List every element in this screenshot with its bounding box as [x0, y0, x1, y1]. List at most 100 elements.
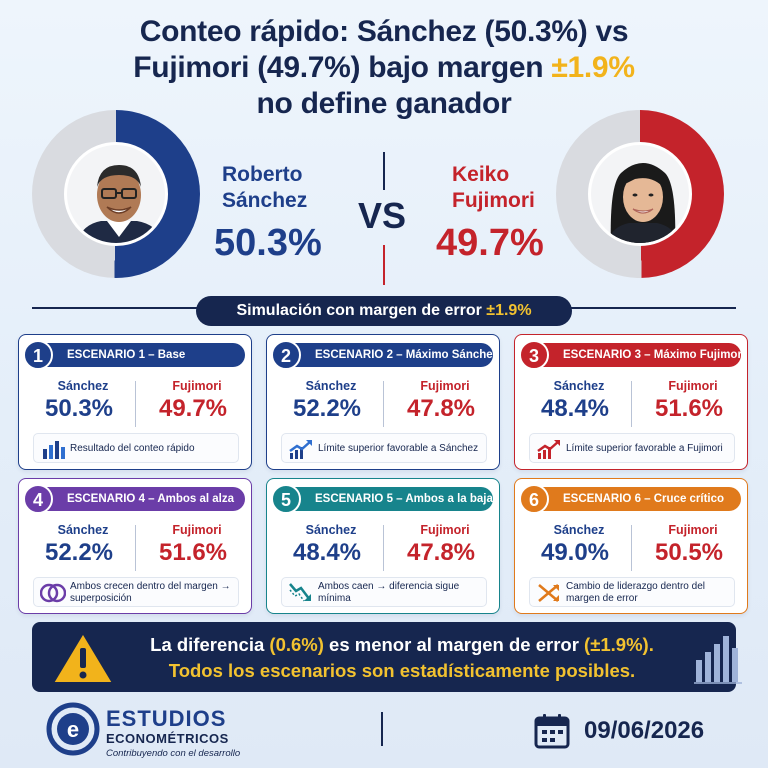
trend-up-icon — [288, 437, 314, 461]
scenario-number: 1 — [23, 340, 53, 370]
scenario-title: ESCENARIO 5 – Ambos a la baja — [281, 487, 493, 511]
conclusion-line-2: Todos los escenarios son estadísticament… — [168, 660, 636, 681]
sanchez-name: Roberto Sánchez — [222, 162, 307, 215]
fujimori-label: Fujimori — [172, 379, 222, 393]
vs-divider-top — [383, 152, 385, 190]
calendar-icon — [534, 714, 570, 749]
sanchez-percent: 50.3% — [214, 222, 322, 264]
scenario-note-text: Ambos caen → diferencia sigue mínima — [318, 580, 460, 605]
fujimori-value: 47.8% — [406, 395, 476, 422]
conclusion-text-a: La diferencia — [150, 634, 270, 655]
brand-tagline: Contribuyendo con el desarrollo — [106, 748, 241, 759]
sim-rule-left — [32, 307, 198, 309]
scenario-title: ESCENARIO 2 – Máximo Sánchez — [281, 343, 498, 367]
trend-down-icon — [288, 581, 314, 605]
card-divider — [631, 525, 632, 571]
card-divider — [383, 525, 384, 571]
fujimori-label: Fujimori — [668, 523, 718, 537]
headline: Conteo rápido: Sánchez (50.3%) vs Fujimo… — [0, 14, 768, 122]
scenario-note-text: Límite superior favorable a Fujimori — [566, 442, 723, 454]
fujimori-value: 47.8% — [406, 539, 476, 566]
sanchez-first-name: Roberto — [222, 163, 303, 186]
card-divider — [135, 525, 136, 571]
scenario-note: Límite superior favorable a Fujimori — [529, 433, 735, 463]
headline-margin: ±1.9% — [551, 51, 635, 84]
vs-divider-bottom — [383, 245, 385, 285]
scenario-title: ESCENARIO 6 – Cruce crítico — [529, 487, 741, 511]
sanchez-value: 49.0% — [540, 539, 610, 566]
footer-divider — [381, 712, 383, 746]
scenario-note: Límite superior favorable a Sánchez — [281, 433, 487, 463]
conclusion-margin: (±1.9%). — [584, 634, 654, 655]
fujimori-label: Fujimori — [420, 523, 470, 537]
card-divider — [631, 381, 632, 427]
trend-up-icon — [536, 437, 562, 461]
bar-chart-decor-icon — [694, 636, 742, 684]
brand-name: ESTUDIOS — [106, 706, 227, 731]
scenario-number: 5 — [271, 484, 301, 514]
scenario-note: Resultado del conteo rápido — [33, 433, 239, 463]
bar-chart-icon — [40, 437, 66, 461]
fujimori-label: Fujimori — [668, 379, 718, 393]
fujimori-label: Fujimori — [172, 523, 222, 537]
conclusion-difference: (0.6%) — [269, 634, 324, 655]
sanchez-last-name: Sánchez — [222, 189, 308, 213]
scenario-note-text: Ambos crecen dentro del margen → superpo… — [70, 580, 231, 605]
fujimori-first-name: Keiko — [452, 163, 510, 186]
scenario-note-text: Resultado del conteo rápido — [70, 442, 195, 454]
scenario-title: ESCENARIO 1 – Base — [33, 343, 245, 367]
vs-label: VS — [358, 195, 407, 236]
scenario-note: Ambos crecen dentro del margen → superpo… — [33, 577, 239, 607]
conclusion-banner: La diferencia (0.6%) es menor al margen … — [32, 622, 742, 692]
scenario-card-1: 1 ESCENARIO 1 – Base Sánchez 50.3% Fujimori 4… — [18, 334, 252, 470]
scenario-note-text: Límite superior favorable a Sánchez — [318, 442, 479, 454]
sanchez-portrait — [64, 142, 168, 246]
sanchez-label: Sánchez — [553, 379, 605, 393]
scenario-note: Cambio de liderazgo dentro del margen de… — [529, 577, 735, 607]
sanchez-label: Sánchez — [553, 523, 605, 537]
cross-arrows-icon — [536, 581, 562, 605]
scenario-note: Ambos caen → diferencia sigue mínima — [281, 577, 487, 607]
sanchez-label: Sánchez — [305, 523, 357, 537]
fujimori-donut — [556, 110, 724, 278]
scenario-title: ESCENARIO 3 – Máximo Fujimori — [529, 343, 745, 367]
headline-line-3: no define ganador — [256, 87, 512, 120]
sim-rule-right — [570, 307, 736, 309]
fujimori-value: 51.6% — [654, 395, 724, 422]
card-divider — [383, 381, 384, 427]
scenario-card-5: 5 ESCENARIO 5 – Ambos a la baja Sánchez 48.… — [266, 478, 500, 614]
card-divider — [135, 381, 136, 427]
sanchez-label: Sánchez — [57, 523, 109, 537]
scenario-card-4: 4 ESCENARIO 4 – Ambos al alza Sánchez 52.2%… — [18, 478, 252, 614]
simulation-label: Simulación con margen de error — [236, 302, 487, 319]
headline-line-2: Fujimori (49.7%) bajo margen ±1.9% — [0, 50, 768, 86]
sanchez-value: 52.2% — [292, 395, 362, 422]
scenario-number: 2 — [271, 340, 301, 370]
warning-icon — [52, 632, 114, 684]
scenario-note-text: Cambio de liderazgo dentro del margen de… — [566, 580, 705, 605]
simulation-banner: Simulación con margen de error ±1.9% — [196, 296, 572, 326]
scenario-card-2: 2 ESCENARIO 2 – Máximo Sánchez Sánchez 52.2… — [266, 334, 500, 470]
fujimori-name: Keiko Fujimori — [452, 162, 535, 215]
conclusion-text-c: es menor al margen de error — [323, 634, 585, 655]
brand-subname: ECONOMÉTRICOS — [106, 731, 229, 746]
sanchez-label: Sánchez — [57, 379, 109, 393]
fujimori-label: Fujimori — [420, 379, 470, 393]
headline-line-2-text: Fujimori (49.7%) bajo margen — [133, 51, 552, 84]
simulation-margin: ±1.9% — [486, 302, 532, 319]
fujimori-last-name: Fujimori — [452, 189, 535, 213]
fujimori-portrait — [588, 142, 692, 246]
sanchez-value: 48.4% — [540, 395, 610, 422]
svg-text:e: e — [67, 717, 79, 742]
sanchez-donut — [32, 110, 200, 278]
estudios-econometricos-logo-icon: e — [46, 702, 100, 756]
overlap-circles-icon — [39, 581, 67, 605]
publication-date: 09/06/2026 — [584, 717, 705, 744]
fujimori-value: 51.6% — [158, 539, 228, 566]
fujimori-value: 49.7% — [158, 395, 228, 422]
fujimori-percent: 49.7% — [436, 222, 544, 264]
scenario-card-3: 3 ESCENARIO 3 – Máximo Fujimori Sánchez 48.… — [514, 334, 748, 470]
fujimori-value: 50.5% — [654, 539, 724, 566]
scenario-number: 6 — [519, 484, 549, 514]
conclusion-line-1: La diferencia (0.6%) es menor al margen … — [142, 634, 662, 656]
